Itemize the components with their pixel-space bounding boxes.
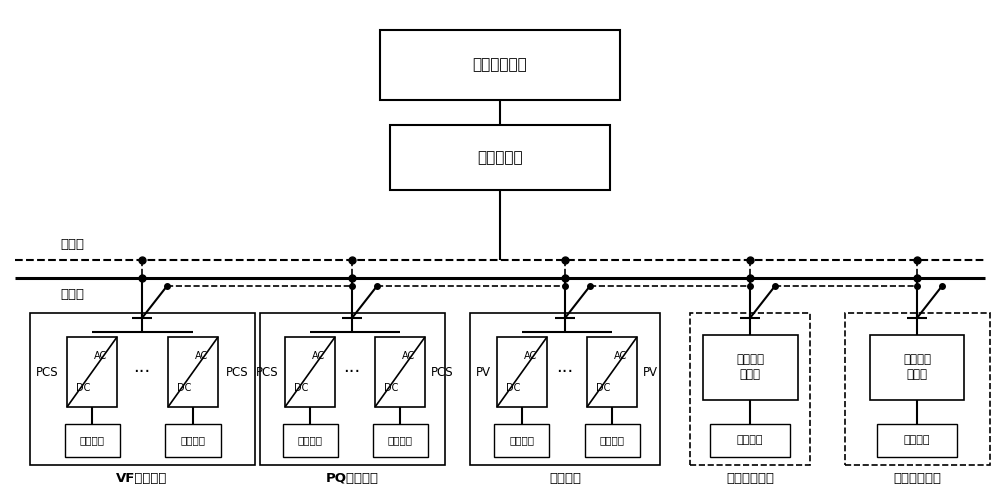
Text: PCS: PCS	[36, 366, 58, 378]
Bar	[372, 424, 428, 457]
Text: AC: AC	[402, 351, 416, 361]
Text: 可调负荷: 可调负荷	[737, 436, 763, 445]
Bar	[283, 424, 338, 457]
Text: PQ储能系统: PQ储能系统	[326, 471, 378, 485]
Text: AC: AC	[195, 351, 209, 361]
Bar	[587, 337, 637, 407]
Text: 一般负荷系统: 一般负荷系统	[893, 471, 941, 485]
Text: ···: ···	[133, 363, 151, 381]
Bar	[380, 30, 620, 100]
Text: 可调负荷
控制器: 可调负荷 控制器	[736, 353, 764, 381]
Text: 能量管理系统: 能量管理系统	[473, 57, 527, 73]
Text: DC: DC	[177, 383, 191, 393]
Text: 储能电池: 储能电池	[298, 436, 322, 445]
Bar	[168, 337, 218, 407]
Bar	[690, 313, 810, 465]
Bar	[845, 313, 990, 465]
Text: AC: AC	[614, 351, 628, 361]
Bar	[494, 424, 549, 457]
Bar	[584, 424, 640, 457]
Text: 信号流: 信号流	[60, 238, 84, 250]
Text: DC: DC	[596, 383, 610, 393]
Bar	[702, 335, 798, 399]
Text: 储能电池: 储能电池	[180, 436, 206, 445]
Text: PV: PV	[642, 366, 658, 378]
Text: 一般负荷
控制器: 一般负荷 控制器	[903, 353, 931, 381]
Text: 一般负荷: 一般负荷	[904, 436, 930, 445]
Text: DC: DC	[76, 383, 90, 393]
Text: 储能电池: 储能电池	[388, 436, 413, 445]
Bar	[375, 337, 425, 407]
Text: DC: DC	[294, 383, 308, 393]
Text: ···: ···	[556, 363, 574, 381]
Bar	[497, 337, 547, 407]
Text: 储能电池: 储能电池	[80, 436, 104, 445]
Text: 中央控制器: 中央控制器	[477, 150, 523, 165]
Bar	[710, 424, 790, 457]
Bar	[390, 125, 610, 190]
Bar	[30, 313, 255, 465]
Text: DC: DC	[384, 383, 398, 393]
Bar	[877, 424, 957, 457]
Bar	[64, 424, 120, 457]
Text: DC: DC	[506, 383, 520, 393]
Text: AC: AC	[524, 351, 538, 361]
Text: PCS: PCS	[226, 366, 248, 378]
Bar	[870, 335, 964, 399]
Text: AC: AC	[312, 351, 326, 361]
Text: ···: ···	[343, 363, 361, 381]
Text: 光伏电池: 光伏电池	[510, 436, 534, 445]
Bar	[470, 313, 660, 465]
Bar	[285, 337, 335, 407]
Text: PCS: PCS	[256, 366, 278, 378]
Text: AC: AC	[94, 351, 108, 361]
Text: PV: PV	[476, 366, 490, 378]
Bar	[67, 337, 117, 407]
Bar	[260, 313, 445, 465]
Text: VF储能系统: VF储能系统	[116, 471, 168, 485]
Text: 可调负荷系统: 可调负荷系统	[726, 471, 774, 485]
Text: 光伏系统: 光伏系统	[549, 471, 581, 485]
Text: 功率流: 功率流	[60, 288, 84, 300]
Text: 光伏电池: 光伏电池	[600, 436, 624, 445]
Bar	[165, 424, 220, 457]
Text: PCS: PCS	[431, 366, 453, 378]
